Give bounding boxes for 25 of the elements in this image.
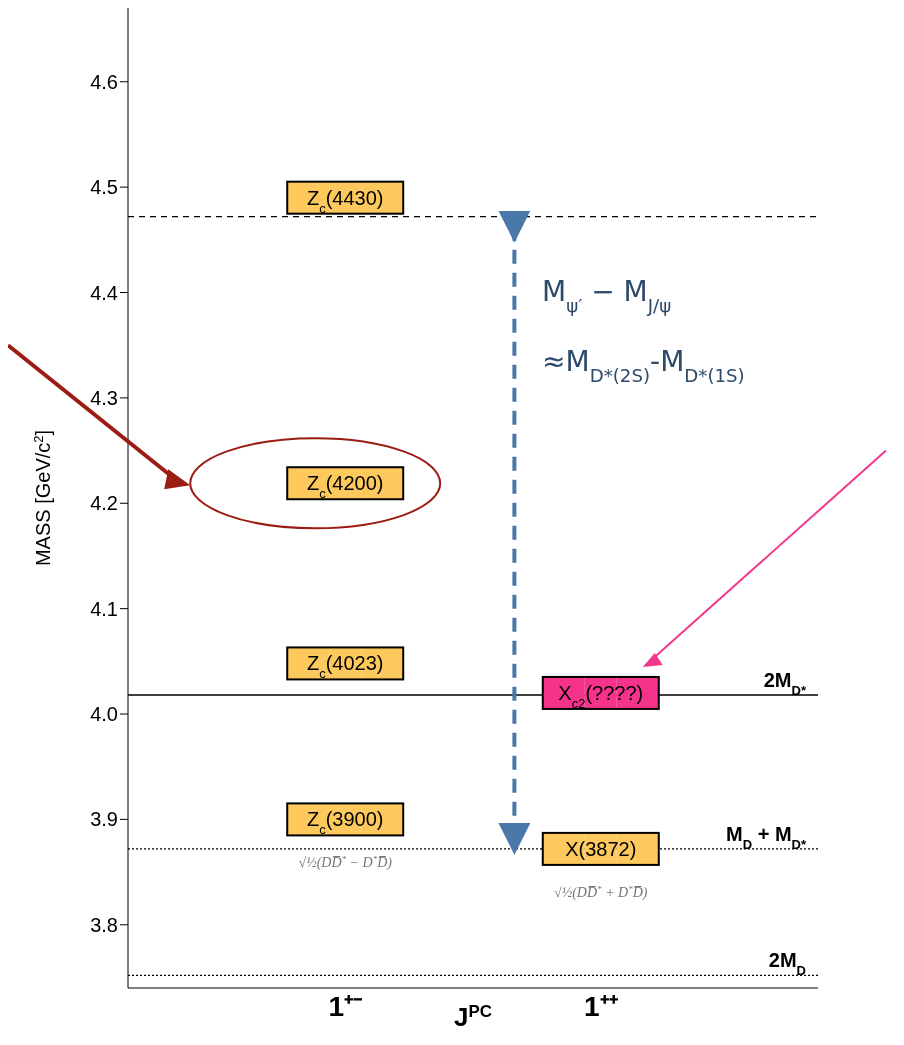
y-tick-label: 4.0 — [90, 703, 118, 726]
annotation: ≈M$_{D*(2S)}$-M$_{D*(1S)}$ — [542, 344, 745, 386]
y-tick-label: 4.6 — [90, 70, 118, 93]
ref-line-label: M$_{D}$ + M$_{D*}$ — [726, 822, 807, 852]
annotation: M$_{ψ′}$ − M$_{J/ψ}$ — [542, 274, 672, 316]
ref-line-label: 2M$_{D*}$ — [763, 669, 807, 698]
annotation: √½(DD̅$^{*}$ + D$^{*}$D̅) — [554, 883, 648, 901]
y-tick-label: 4.1 — [90, 597, 118, 620]
y-tick-label: 4.5 — [90, 176, 118, 199]
x-axis-title: J$^{PC}$ — [454, 1001, 492, 1032]
x-tick-label: 1⁺⁻ — [328, 990, 363, 1022]
y-tick-label: 4.2 — [90, 492, 118, 515]
y-tick-label: 3.8 — [90, 913, 118, 936]
series-label: Z$_{c}$(3900) — [306, 808, 384, 837]
x-tick-label: 1⁺⁺ — [583, 990, 618, 1022]
series-label: X(3872) — [565, 837, 637, 860]
annotation: √½(DD̅$^{*}$ − D$^{*}$D̅) — [298, 854, 393, 872]
legend-label: X$_{c2}$(????) — [558, 681, 644, 711]
series-label: Z$_{c}$(4430) — [306, 186, 384, 216]
series-label: Z$_{c}$(4200) — [306, 472, 384, 501]
series-label: Z$_{c}$(4023) — [306, 652, 384, 681]
y-tick-label: 3.9 — [90, 808, 118, 831]
y-tick-label: 4.3 — [90, 386, 118, 409]
y-tick-label: 4.4 — [90, 281, 118, 304]
ref-line-label: 2M$_{D}$ — [768, 949, 806, 978]
